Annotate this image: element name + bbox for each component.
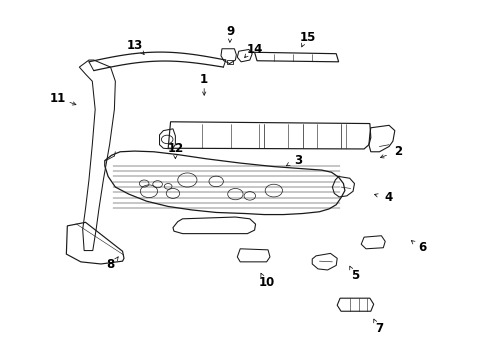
Text: 1: 1 [200,73,208,86]
Text: 10: 10 [259,276,275,289]
Text: 3: 3 [294,154,302,167]
Text: 15: 15 [299,31,316,44]
Text: 8: 8 [106,258,115,271]
Text: 9: 9 [226,25,235,38]
Text: 5: 5 [351,269,360,282]
Text: 7: 7 [375,322,384,335]
Text: 6: 6 [418,240,427,253]
Text: 14: 14 [246,43,263,56]
Text: 11: 11 [49,93,66,105]
Text: 2: 2 [394,145,403,158]
Text: 12: 12 [167,142,183,155]
Text: 13: 13 [126,40,143,53]
Text: 4: 4 [385,191,393,204]
